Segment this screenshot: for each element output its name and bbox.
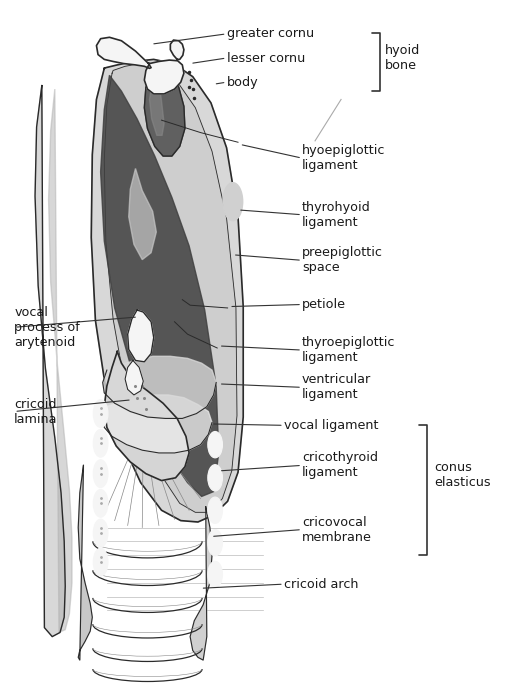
Polygon shape bbox=[128, 310, 154, 362]
Ellipse shape bbox=[208, 562, 222, 587]
Polygon shape bbox=[129, 168, 156, 260]
Text: ventricular
ligament: ventricular ligament bbox=[302, 373, 371, 402]
Polygon shape bbox=[48, 89, 72, 633]
Text: cricovocal
membrane: cricovocal membrane bbox=[302, 516, 372, 544]
Ellipse shape bbox=[208, 465, 222, 491]
Polygon shape bbox=[125, 361, 143, 395]
Polygon shape bbox=[91, 59, 243, 522]
Polygon shape bbox=[103, 356, 216, 418]
Text: hyoid
bone: hyoid bone bbox=[386, 44, 421, 72]
Text: body: body bbox=[227, 76, 258, 88]
Text: greater cornu: greater cornu bbox=[227, 27, 313, 40]
Ellipse shape bbox=[93, 429, 108, 457]
Ellipse shape bbox=[93, 460, 108, 487]
Text: cricothyroid
ligament: cricothyroid ligament bbox=[302, 452, 378, 480]
Polygon shape bbox=[170, 40, 184, 59]
Polygon shape bbox=[104, 351, 189, 480]
Text: vocal
process of
arytenoid: vocal process of arytenoid bbox=[14, 306, 80, 349]
Ellipse shape bbox=[93, 548, 108, 576]
Polygon shape bbox=[190, 507, 212, 660]
Ellipse shape bbox=[93, 400, 108, 427]
Polygon shape bbox=[78, 466, 92, 660]
Polygon shape bbox=[103, 395, 212, 453]
Text: petiole: petiole bbox=[302, 298, 346, 311]
Ellipse shape bbox=[223, 182, 242, 221]
Text: vocal ligament: vocal ligament bbox=[284, 419, 378, 432]
Ellipse shape bbox=[208, 530, 222, 556]
Text: thyrohyoid
ligament: thyrohyoid ligament bbox=[302, 200, 371, 229]
Polygon shape bbox=[35, 86, 65, 637]
Ellipse shape bbox=[208, 432, 222, 458]
Ellipse shape bbox=[208, 497, 222, 523]
Text: conus
elasticus: conus elasticus bbox=[435, 461, 491, 489]
Text: hyoepiglottic
ligament: hyoepiglottic ligament bbox=[302, 144, 386, 172]
Ellipse shape bbox=[93, 519, 108, 547]
Polygon shape bbox=[104, 63, 237, 512]
Ellipse shape bbox=[93, 489, 108, 517]
Polygon shape bbox=[100, 75, 219, 496]
Polygon shape bbox=[96, 38, 151, 68]
Text: cricoid arch: cricoid arch bbox=[284, 578, 358, 591]
Text: preepiglottic
space: preepiglottic space bbox=[302, 246, 383, 274]
Text: thyroepiglottic
ligament: thyroepiglottic ligament bbox=[302, 336, 396, 364]
Text: cricoid
lamina: cricoid lamina bbox=[14, 397, 58, 425]
Polygon shape bbox=[149, 68, 164, 135]
Polygon shape bbox=[144, 60, 184, 94]
Polygon shape bbox=[144, 63, 185, 156]
Text: lesser cornu: lesser cornu bbox=[227, 52, 305, 65]
